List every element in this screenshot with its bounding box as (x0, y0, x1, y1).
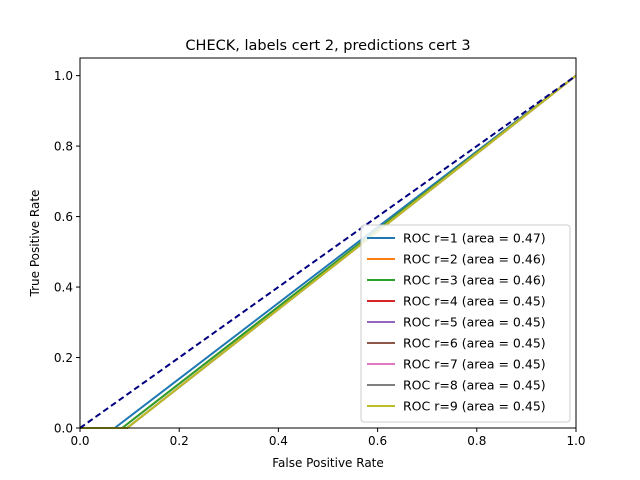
legend-label-r4: ROC r=4 (area = 0.45) (403, 294, 546, 309)
reference-diagonal-line (79, 74, 577, 429)
legend-label-r9: ROC r=9 (area = 0.45) (403, 399, 546, 414)
y-tick-label: 0.6 (54, 210, 73, 224)
legend-label-r2: ROC r=2 (area = 0.46) (403, 252, 546, 267)
legend: ROC r=1 (area = 0.47) ROC r=2 (area = 0.4… (360, 224, 571, 423)
x-tick-label: 0.0 (70, 434, 89, 448)
x-tick-label: 0.6 (368, 434, 387, 448)
y-tick-label: 0.8 (54, 140, 73, 154)
y-axis-ticks: 0.0 0.2 0.4 0.6 0.8 1.0 (54, 69, 80, 436)
y-tick-label: 0.4 (54, 281, 73, 295)
legend-box (360, 224, 571, 423)
x-tick-label: 0.2 (170, 434, 189, 448)
x-tick-label: 0.4 (269, 434, 288, 448)
y-tick-label: 1.0 (54, 69, 73, 83)
x-axis-label: False Positive Rate (272, 456, 384, 470)
y-axis-label: True Positive Rate (28, 190, 42, 298)
legend-label-r6: ROC r=6 (area = 0.45) (403, 336, 546, 351)
x-tick-label: 0.8 (467, 434, 486, 448)
chart-title: CHECK, labels cert 2, predictions cert 3 (185, 38, 470, 54)
legend-label-r1: ROC r=1 (area = 0.47) (403, 231, 546, 246)
axes-frame (79, 57, 577, 429)
legend-label-r5: ROC r=5 (area = 0.45) (403, 315, 546, 330)
y-tick-label: 0.2 (54, 351, 73, 365)
legend-label-r8: ROC r=8 (area = 0.45) (403, 378, 546, 393)
legend-label-r3: ROC r=3 (area = 0.46) (403, 273, 546, 288)
x-axis-ticks: 0.0 0.2 0.4 0.6 0.8 1.0 (70, 428, 586, 448)
y-tick-label: 0.0 (54, 422, 73, 436)
legend-label-r7: ROC r=7 (area = 0.45) (403, 357, 546, 372)
x-tick-label: 1.0 (566, 434, 585, 448)
